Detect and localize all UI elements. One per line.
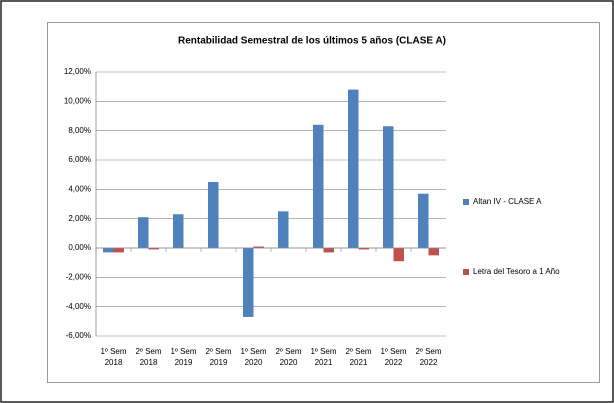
x-tick-label: 2020: [280, 358, 298, 367]
x-tick-label: 2019: [210, 358, 228, 367]
bar: [358, 248, 369, 250]
x-tick-label: 2º Sem: [135, 347, 161, 356]
bar: [348, 89, 359, 248]
legend-label: Altan IV - CLASE A: [473, 197, 542, 206]
x-tick-label: 1º Sem: [380, 347, 406, 356]
y-tick-label: -6,00%: [66, 331, 91, 340]
bar: [278, 211, 289, 248]
bar: [138, 217, 149, 248]
bar: [393, 248, 404, 262]
y-tick-label: -4,00%: [66, 302, 91, 311]
x-tick-label: 2019: [175, 358, 193, 367]
legend-swatch: [463, 199, 469, 205]
y-tick-label: 10,00%: [64, 96, 91, 105]
x-tick-label: 2º Sem: [205, 347, 231, 356]
legend-label: Letra del Tesoro a 1 Año: [473, 267, 560, 276]
y-tick-label: 12,00%: [64, 67, 91, 76]
bar: [113, 248, 124, 253]
x-tick-label: 2018: [105, 358, 123, 367]
x-tick-label: 1º Sem: [310, 347, 336, 356]
x-tick-label: 2º Sem: [415, 347, 441, 356]
chart-title: Rentabilidad Semestral de los últimos 5 …: [178, 36, 446, 47]
bar: [173, 214, 184, 248]
x-tick-label: 2022: [420, 358, 438, 367]
x-tick-label: 1º Sem: [170, 347, 196, 356]
bar: [253, 246, 264, 248]
bar: [208, 182, 219, 248]
bar: [323, 248, 334, 253]
x-tick-label: 2021: [350, 358, 368, 367]
y-tick-label: 6,00%: [68, 155, 91, 164]
bar: [103, 248, 114, 253]
x-tick-label: 2021: [315, 358, 333, 367]
y-tick-label: -2,00%: [66, 272, 91, 281]
legend-swatch: [463, 269, 469, 275]
x-tick-label: 2022: [385, 358, 403, 367]
bar: [428, 248, 439, 256]
x-tick-label: 1º Sem: [240, 347, 266, 356]
x-tick-label: 2º Sem: [275, 347, 301, 356]
x-tick-label: 2º Sem: [345, 347, 371, 356]
y-tick-label: 2,00%: [68, 214, 91, 223]
y-tick-label: 0,00%: [68, 243, 91, 252]
bar: [313, 124, 324, 248]
y-tick-label: 4,00%: [68, 184, 91, 193]
y-tick-label: 8,00%: [68, 126, 91, 135]
bar: [148, 248, 159, 250]
bar: [418, 193, 429, 248]
x-tick-label: 1º Sem: [100, 347, 126, 356]
bar: [243, 248, 254, 317]
x-tick-label: 2018: [140, 358, 158, 367]
x-tick-label: 2020: [245, 358, 263, 367]
bar: [383, 126, 394, 248]
